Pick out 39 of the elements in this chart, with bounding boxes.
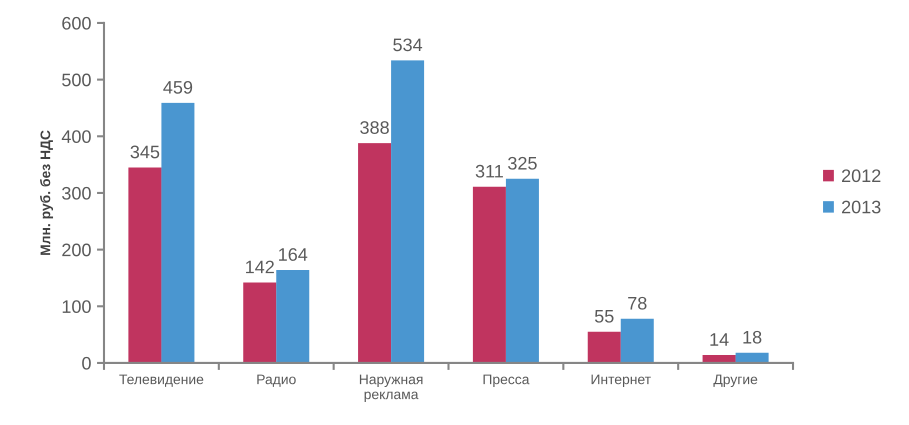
data-label: 18 [743, 330, 762, 344]
bar [128, 167, 162, 363]
data-label: 459 [163, 80, 192, 94]
x-tick-label: Телевидение [119, 374, 204, 387]
y-tick-label: 400 [62, 130, 91, 144]
bar [358, 143, 392, 363]
x-tick-label: Пресса [484, 374, 530, 388]
y-tick-label: 300 [62, 186, 91, 200]
y-tick-label: 0 [82, 356, 91, 370]
bar [588, 332, 621, 363]
data-label: 164 [279, 248, 308, 261]
y-tick-label: 200 [62, 244, 91, 256]
bar [243, 282, 276, 363]
bar [161, 102, 194, 363]
y-tick-label: 100 [62, 300, 91, 314]
bar [736, 352, 769, 363]
bar [472, 186, 506, 363]
bar [391, 60, 424, 363]
data-label: 142 [246, 260, 274, 274]
data-label: 388 [360, 121, 389, 134]
x-tick-label: Наружная реклама [360, 374, 422, 402]
bar [506, 178, 539, 363]
x-tick-label: Интернет [592, 374, 651, 388]
y-tick-label: 600 [62, 16, 91, 30]
data-label: 55 [594, 310, 614, 323]
data-label: 325 [508, 156, 537, 170]
bar [276, 270, 310, 363]
data-label: 311 [476, 164, 503, 178]
bar [620, 318, 654, 363]
data-label: 14 [710, 333, 729, 346]
y-axis-title: Млн. руб. без НДС [40, 130, 54, 255]
legend-label: 2012 [842, 169, 880, 182]
x-tick-label: Радио [257, 374, 296, 387]
data-label: 534 [393, 38, 422, 52]
y-tick-label: 500 [62, 74, 91, 86]
data-label: 78 [628, 296, 647, 310]
data-label: 345 [130, 146, 160, 158]
x-tick-label: Другие [713, 374, 758, 388]
legend-label: 2013 [842, 200, 880, 214]
